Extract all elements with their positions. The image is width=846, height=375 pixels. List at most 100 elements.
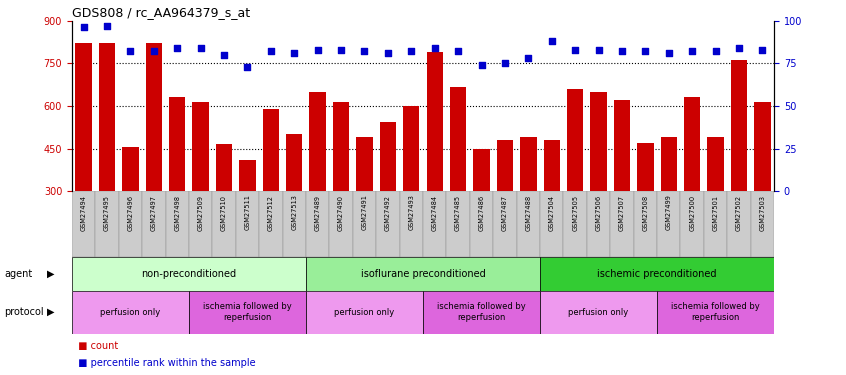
Point <box>755 46 769 53</box>
Bar <box>540 257 774 291</box>
Text: GSM27503: GSM27503 <box>760 195 766 231</box>
Bar <box>520 137 536 191</box>
Bar <box>426 52 443 191</box>
Text: GSM27497: GSM27497 <box>151 195 157 231</box>
Text: GSM27485: GSM27485 <box>455 195 461 231</box>
Text: GSM27510: GSM27510 <box>221 195 227 231</box>
Bar <box>497 140 514 191</box>
Text: GSM27489: GSM27489 <box>315 195 321 231</box>
Point <box>545 38 558 44</box>
Bar <box>96 191 118 257</box>
Text: GSM27513: GSM27513 <box>291 195 297 230</box>
Text: non-preconditioned: non-preconditioned <box>141 269 237 279</box>
Point <box>147 48 161 54</box>
Bar <box>216 144 233 191</box>
Text: GSM27508: GSM27508 <box>642 195 648 231</box>
Bar <box>634 191 657 257</box>
Text: GSM27500: GSM27500 <box>689 195 695 231</box>
Text: GSM27492: GSM27492 <box>385 195 391 231</box>
Bar <box>731 60 747 191</box>
Text: GSM27511: GSM27511 <box>244 195 250 230</box>
Bar <box>543 140 560 191</box>
Text: perfusion only: perfusion only <box>101 308 161 316</box>
Text: ischemia followed by
reperfusion: ischemia followed by reperfusion <box>437 303 526 322</box>
Bar <box>329 191 353 257</box>
Point <box>591 46 605 53</box>
Point <box>100 23 113 29</box>
Bar <box>380 122 396 191</box>
Bar <box>563 191 587 257</box>
Bar <box>567 89 584 191</box>
Text: GSM27502: GSM27502 <box>736 195 742 231</box>
Point <box>124 48 137 54</box>
Bar <box>212 191 236 257</box>
Bar <box>587 191 610 257</box>
Text: ▶: ▶ <box>47 307 55 317</box>
Bar <box>517 191 540 257</box>
Point <box>615 48 629 54</box>
Bar <box>239 160 255 191</box>
Bar <box>142 191 166 257</box>
Point <box>498 60 512 66</box>
Text: GSM27509: GSM27509 <box>198 195 204 231</box>
Bar <box>447 191 470 257</box>
Text: isoflurane preconditioned: isoflurane preconditioned <box>360 269 486 279</box>
Text: GSM27499: GSM27499 <box>666 195 672 230</box>
Bar <box>259 191 283 257</box>
Point <box>77 24 91 30</box>
Bar <box>657 291 774 334</box>
Text: GSM27493: GSM27493 <box>409 195 415 230</box>
Bar <box>99 44 115 191</box>
Point <box>358 48 371 54</box>
Point <box>569 46 582 53</box>
Point <box>288 50 301 56</box>
Text: ischemic preconditioned: ischemic preconditioned <box>597 269 717 279</box>
Bar <box>376 191 399 257</box>
Point <box>217 52 231 58</box>
Bar <box>189 291 306 334</box>
Bar <box>286 134 303 191</box>
Point <box>662 50 675 56</box>
Point <box>381 50 394 56</box>
Bar <box>332 102 349 191</box>
Text: GSM27496: GSM27496 <box>128 195 134 231</box>
Bar <box>657 191 680 257</box>
Bar <box>750 191 774 257</box>
Bar <box>356 137 373 191</box>
Text: GSM27512: GSM27512 <box>268 195 274 231</box>
Point <box>639 48 652 54</box>
Bar <box>591 92 607 191</box>
Text: ■ percentile rank within the sample: ■ percentile rank within the sample <box>72 358 255 368</box>
Point <box>452 48 465 54</box>
Bar <box>450 87 466 191</box>
Text: GSM27495: GSM27495 <box>104 195 110 231</box>
Bar <box>310 92 326 191</box>
Text: GSM27487: GSM27487 <box>502 195 508 231</box>
Text: GSM27498: GSM27498 <box>174 195 180 231</box>
Point <box>428 45 442 51</box>
Text: agent: agent <box>4 269 32 279</box>
Text: ischemia followed by
reperfusion: ischemia followed by reperfusion <box>203 303 292 322</box>
Bar <box>192 102 209 191</box>
Text: GSM27488: GSM27488 <box>525 195 531 231</box>
Point <box>709 48 722 54</box>
Point <box>264 48 277 54</box>
Point <box>334 46 348 53</box>
Point <box>240 64 254 70</box>
Text: GSM27484: GSM27484 <box>431 195 437 231</box>
Bar <box>118 191 142 257</box>
Text: GSM27505: GSM27505 <box>572 195 578 231</box>
Bar <box>146 44 162 191</box>
Text: GSM27501: GSM27501 <box>712 195 718 231</box>
Bar <box>72 257 306 291</box>
Text: GSM27507: GSM27507 <box>619 195 625 231</box>
Point <box>404 48 418 54</box>
Text: ■ count: ■ count <box>72 341 118 351</box>
Bar <box>403 106 420 191</box>
Bar <box>72 291 189 334</box>
Point <box>194 45 207 51</box>
Bar <box>122 147 139 191</box>
Bar <box>262 109 279 191</box>
Text: ischemia followed by
reperfusion: ischemia followed by reperfusion <box>671 303 760 322</box>
Bar <box>754 102 771 191</box>
